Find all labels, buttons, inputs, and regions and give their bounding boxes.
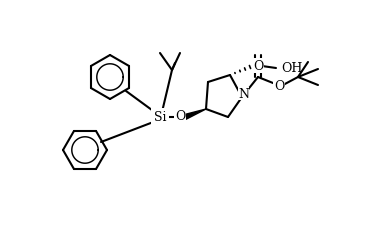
Text: OH: OH (281, 62, 303, 75)
Text: O: O (253, 60, 263, 73)
Text: N: N (238, 87, 249, 100)
Text: O: O (175, 110, 185, 123)
Text: Si: Si (154, 111, 166, 124)
Polygon shape (184, 110, 206, 120)
Text: O: O (274, 79, 284, 92)
